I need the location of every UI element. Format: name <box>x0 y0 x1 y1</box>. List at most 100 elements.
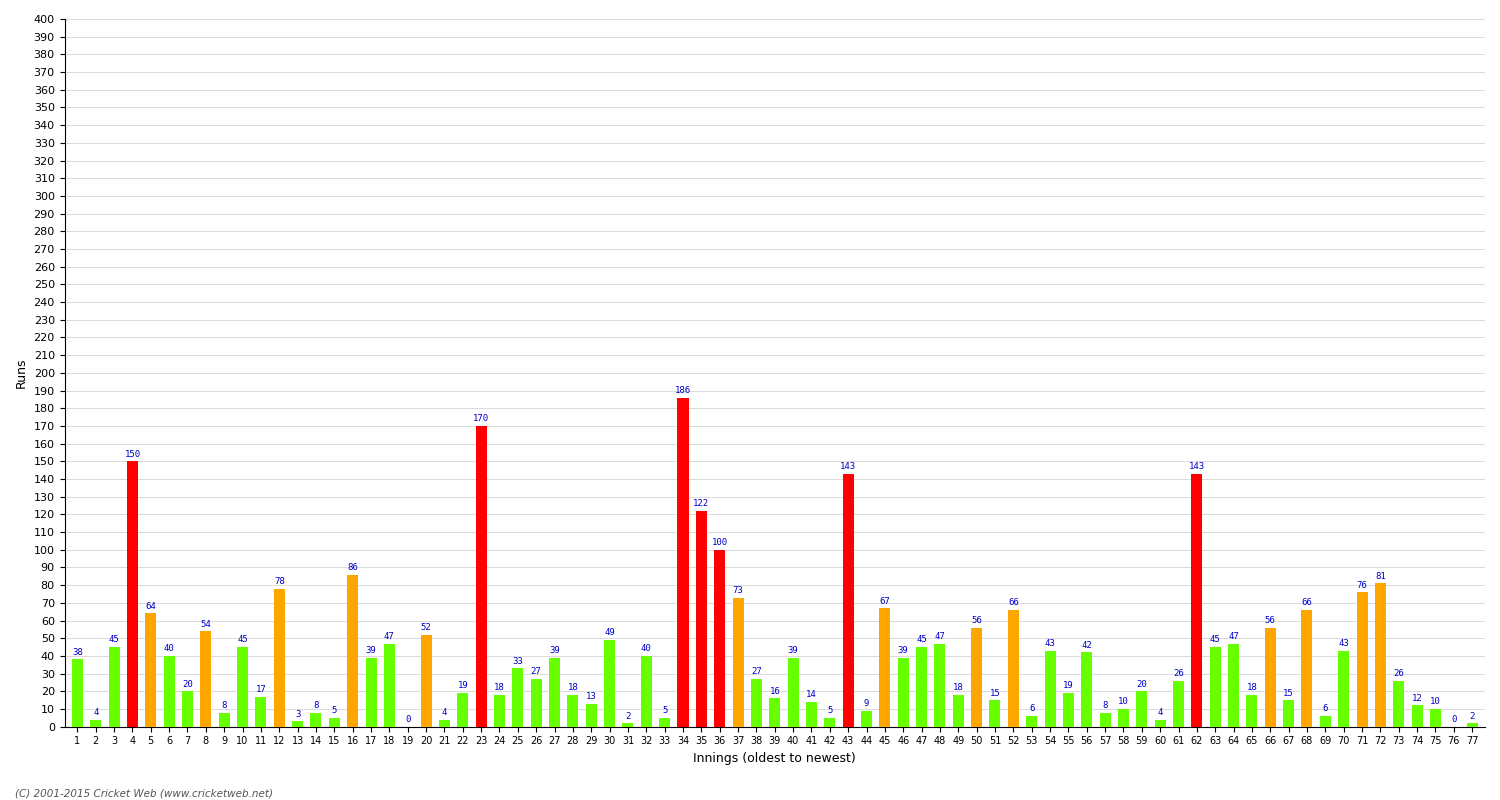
Bar <box>1338 650 1348 726</box>
Bar <box>420 634 432 726</box>
Text: 45: 45 <box>237 635 248 645</box>
Bar <box>1155 720 1166 726</box>
Bar <box>476 426 486 726</box>
Text: 38: 38 <box>72 648 82 657</box>
Text: 2: 2 <box>626 711 630 721</box>
Text: 52: 52 <box>420 623 432 632</box>
Bar <box>1137 691 1148 726</box>
Text: 15: 15 <box>1284 689 1294 698</box>
Bar <box>1246 695 1257 726</box>
Text: 26: 26 <box>1394 669 1404 678</box>
Bar <box>1064 693 1074 726</box>
Text: 39: 39 <box>898 646 909 655</box>
Text: 43: 43 <box>1044 639 1056 648</box>
Text: 122: 122 <box>693 499 709 508</box>
Text: 18: 18 <box>1246 683 1257 692</box>
Text: 6: 6 <box>1323 705 1328 714</box>
Bar <box>1412 706 1422 726</box>
Bar <box>861 710 871 726</box>
Text: 47: 47 <box>384 632 394 641</box>
Bar <box>72 659 82 726</box>
Bar <box>1008 610 1019 726</box>
Text: 8: 8 <box>222 701 226 710</box>
Bar <box>1264 628 1276 726</box>
Text: 170: 170 <box>472 414 489 423</box>
Bar <box>970 628 982 726</box>
Bar <box>164 656 174 726</box>
Bar <box>1044 650 1056 726</box>
Text: 16: 16 <box>770 686 780 696</box>
Text: 15: 15 <box>990 689 1000 698</box>
Bar <box>696 511 706 726</box>
Text: 73: 73 <box>732 586 744 595</box>
Text: 42: 42 <box>1082 641 1092 650</box>
Bar <box>567 695 579 726</box>
Bar <box>182 691 194 726</box>
Text: 4: 4 <box>1158 708 1162 717</box>
Bar <box>1173 681 1184 726</box>
Y-axis label: Runs: Runs <box>15 358 28 388</box>
Bar <box>788 658 798 726</box>
Bar <box>843 474 854 726</box>
Bar <box>128 462 138 726</box>
Bar <box>658 718 670 726</box>
Text: 0: 0 <box>405 715 411 724</box>
Text: 39: 39 <box>366 646 376 655</box>
Text: 47: 47 <box>1228 632 1239 641</box>
Text: 19: 19 <box>458 682 468 690</box>
Bar <box>108 647 120 726</box>
Bar <box>1100 713 1110 726</box>
Text: 6: 6 <box>1029 705 1035 714</box>
Bar <box>1430 709 1442 726</box>
Text: 4: 4 <box>93 708 99 717</box>
Bar <box>531 679 542 726</box>
Bar <box>273 589 285 726</box>
Bar <box>714 550 724 726</box>
Bar <box>732 598 744 726</box>
Bar <box>146 614 156 726</box>
Bar <box>1228 643 1239 726</box>
Text: 18: 18 <box>952 683 963 692</box>
Text: 8: 8 <box>314 701 318 710</box>
Text: (C) 2001-2015 Cricket Web (www.cricketweb.net): (C) 2001-2015 Cricket Web (www.cricketwe… <box>15 788 273 798</box>
Bar <box>897 658 909 726</box>
Text: 5: 5 <box>662 706 668 715</box>
Text: 45: 45 <box>108 635 120 645</box>
Bar <box>366 658 376 726</box>
Text: 66: 66 <box>1008 598 1019 607</box>
Bar <box>549 658 560 726</box>
Text: 86: 86 <box>348 563 358 572</box>
Bar <box>310 713 321 726</box>
Text: 56: 56 <box>972 616 982 625</box>
Bar <box>346 574 358 726</box>
Bar <box>255 697 267 726</box>
Text: 186: 186 <box>675 386 692 395</box>
Text: 54: 54 <box>201 619 211 629</box>
Text: 67: 67 <box>879 597 891 606</box>
Bar <box>1302 610 1312 726</box>
Bar <box>622 723 633 726</box>
Text: 4: 4 <box>441 708 447 717</box>
Bar <box>219 713 230 726</box>
Bar <box>916 647 927 726</box>
Text: 0: 0 <box>1450 715 1456 724</box>
Bar <box>640 656 652 726</box>
Bar <box>201 631 211 726</box>
Text: 45: 45 <box>916 635 927 645</box>
Text: 19: 19 <box>1064 682 1074 690</box>
Bar <box>494 695 506 726</box>
Text: 150: 150 <box>124 450 141 458</box>
Bar <box>1118 709 1130 726</box>
Text: 3: 3 <box>296 710 300 718</box>
Text: 47: 47 <box>934 632 945 641</box>
Text: 40: 40 <box>640 644 651 654</box>
Text: 5: 5 <box>332 706 338 715</box>
Bar <box>604 640 615 726</box>
Bar <box>237 647 248 726</box>
Bar <box>1191 474 1203 726</box>
Text: 76: 76 <box>1356 581 1368 590</box>
Text: 20: 20 <box>1137 680 1148 689</box>
Bar <box>1356 592 1368 726</box>
Bar <box>752 679 762 726</box>
Bar <box>934 643 945 726</box>
